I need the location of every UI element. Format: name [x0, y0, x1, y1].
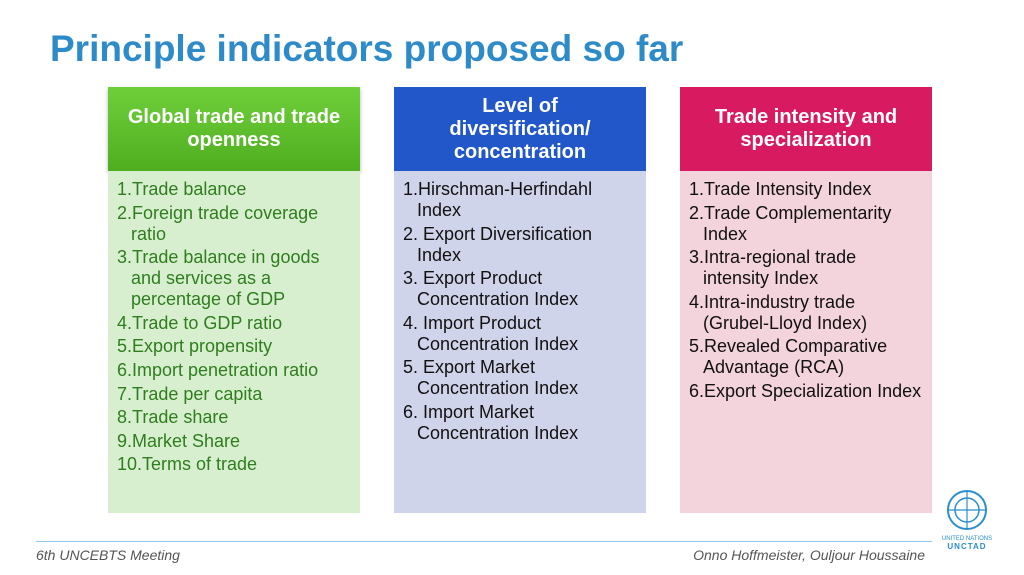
title: Principle indicators proposed so far — [50, 28, 684, 69]
list-item: 5.Revealed Comparative Advantage (RCA) — [689, 336, 888, 378]
column-header: Trade intensity and specialization — [680, 87, 932, 171]
list-item: 5. Export Market Concentration Index — [403, 357, 579, 399]
list-item: 8.Trade share — [117, 407, 229, 428]
list-item: 2.Trade Complementarity Index — [689, 202, 892, 244]
list-item: 6.Export Specialization Index — [689, 380, 922, 401]
list-item: 10.Terms of trade — [117, 454, 258, 475]
list-item: 3.Trade balance in goods and services as… — [117, 247, 320, 310]
list-item: 1.Trade Intensity Index — [689, 179, 872, 199]
column: Level of diversification/ concentration 1… — [394, 87, 646, 513]
list-item: 9.Market Share — [117, 430, 241, 451]
list-item: 4.Trade to GDP ratio — [117, 312, 283, 333]
column: Global trade and trade openness 1.Trade b… — [108, 87, 360, 513]
list-item: 7.Trade per capita — [117, 383, 263, 404]
list-item: 2.Foreign trade coverage ratio — [117, 202, 319, 244]
logo-text: UNCTAD — [947, 542, 986, 551]
footer-rule — [36, 541, 932, 542]
list-item: 5.Export propensity — [117, 336, 273, 357]
footer-right: Onno Hoffmeister, Ouljour Houssaine — [693, 547, 925, 563]
column-header: Global trade and trade openness — [108, 87, 360, 171]
list-item: 1.Trade balance — [117, 179, 247, 199]
column-body: 1.Trade Intensity Index 2.Trade Complemen… — [680, 171, 932, 513]
column-header: Level of diversification/ concentration — [394, 87, 646, 171]
list-item: 4. Import Product Concentration Index — [403, 312, 579, 354]
footer-left: 6th UNCEBTS Meeting — [36, 547, 180, 563]
list-item: 3.Intra-regional trade intensity Index — [689, 247, 857, 289]
column-body: 1.Trade balance 2.Foreign trade coverage … — [108, 171, 360, 513]
list-item: 4.Intra-industry trade (Grubel-Lloyd Ind… — [689, 291, 868, 333]
list-item: 3. Export Product Concentration Index — [403, 268, 579, 310]
column-body: 1.Hirschman-Herfindahl Index 2. Export Di… — [394, 171, 646, 513]
list-item: 2. Export Diversification Index — [403, 223, 593, 265]
logo-text: UNITED NATIONS — [942, 536, 992, 542]
logo: UNITED NATIONS UNCTAD — [942, 490, 992, 551]
list-item: 6.Import penetration ratio — [117, 359, 319, 380]
list-item: 1.Hirschman-Herfindahl Index — [403, 179, 593, 220]
list-item: 6. Import Market Concentration Index — [403, 401, 579, 443]
column: Trade intensity and specialization 1.Trad… — [680, 87, 932, 513]
